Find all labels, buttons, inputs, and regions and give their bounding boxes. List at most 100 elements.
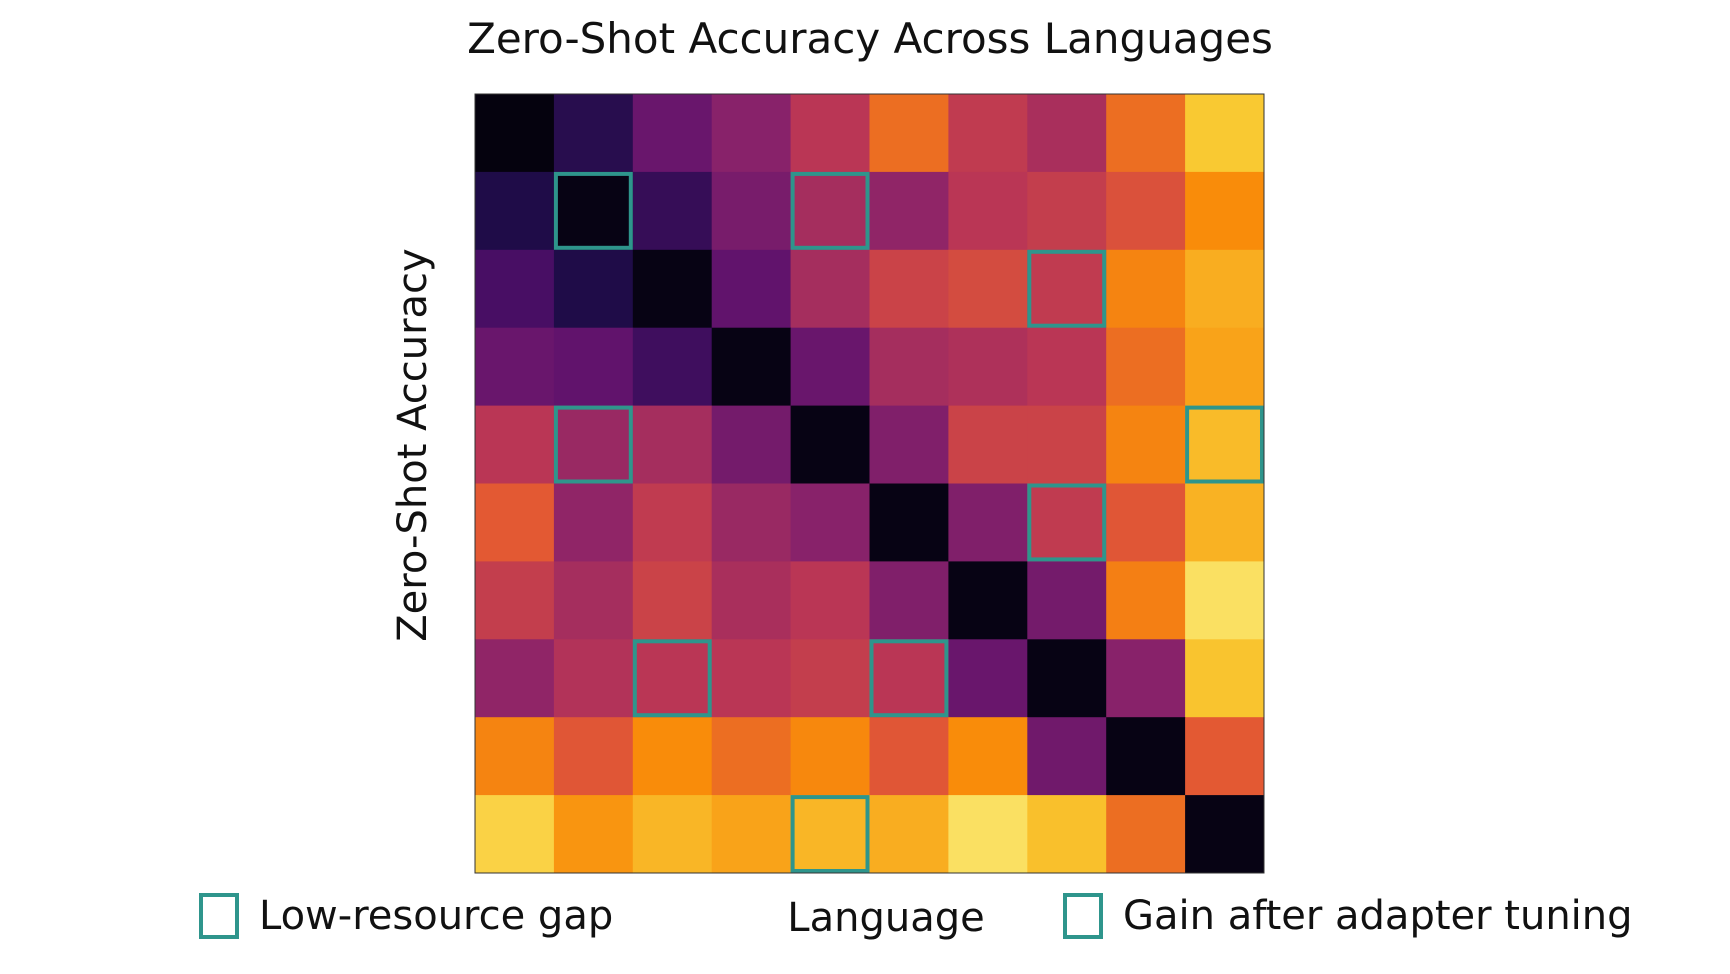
heatmap-cell	[632, 405, 713, 484]
heatmap-cell	[1106, 249, 1186, 329]
heatmap-cell	[1106, 171, 1186, 251]
x-axis-label: Language	[787, 895, 985, 941]
heatmap-cell	[948, 483, 1028, 562]
heatmap-cell	[1185, 795, 1265, 874]
heatmap-cell	[1027, 171, 1107, 251]
highlight-box	[790, 171, 870, 250]
heatmap-cell	[948, 171, 1028, 251]
legend-label: Low-resource gap	[259, 893, 614, 939]
highlight-box	[1027, 249, 1107, 328]
legend-item-gain-after-adapter: Gain after adapter tuning	[1063, 893, 1633, 939]
highlight-box	[632, 639, 712, 718]
heatmap-cell	[1027, 795, 1107, 874]
heatmap-cell	[1106, 795, 1186, 874]
heatmap-cell	[711, 483, 792, 562]
heatmap-cell	[790, 171, 870, 251]
heatmap-cell	[1027, 249, 1107, 329]
heatmap-cell	[711, 795, 792, 874]
heatmap-cell	[790, 717, 870, 796]
heatmap-cell	[869, 561, 949, 640]
heatmap-cell	[1185, 327, 1265, 407]
heatmap-cell	[475, 795, 555, 874]
heatmap-cell	[1027, 717, 1107, 796]
heatmap-cell	[711, 561, 792, 640]
heatmap-cell	[553, 94, 634, 173]
heatmap-cell	[475, 171, 555, 251]
heatmap-cell	[475, 94, 555, 173]
heatmap-cell	[711, 327, 792, 407]
legend-swatch	[199, 893, 239, 939]
heatmap-cell	[632, 639, 713, 718]
heatmap-cell	[553, 561, 634, 640]
highlight-box	[790, 795, 870, 873]
heatmap-cell	[632, 249, 713, 329]
heatmap-cell	[632, 327, 713, 407]
heatmap-cell	[1185, 94, 1265, 173]
heatmap-cell	[475, 561, 555, 640]
heatmap-cell	[553, 327, 634, 407]
highlight-box	[553, 171, 633, 250]
heatmap-cell	[553, 171, 634, 251]
heatmap-cell	[1185, 639, 1265, 718]
heatmap-cell	[632, 795, 713, 874]
heatmap-cell	[1185, 483, 1265, 562]
heatmap-cell	[711, 171, 792, 251]
highlight-box	[1185, 405, 1264, 484]
heatmap-cell	[790, 249, 870, 329]
heatmap-cell	[948, 327, 1028, 407]
heatmap-cell	[553, 795, 634, 874]
heatmap-cell	[1106, 717, 1186, 796]
heatmap-cell	[948, 795, 1028, 874]
chart-title: Zero-Shot Accuracy Across Languages	[467, 14, 1273, 63]
heatmap-cell	[553, 405, 634, 484]
heatmap-cell	[869, 717, 949, 796]
heatmap-cell	[1185, 171, 1265, 251]
heatmap-cell	[1106, 483, 1186, 562]
heatmap-cell	[790, 795, 870, 874]
heatmap-cell	[1185, 249, 1265, 329]
heatmap-cell	[1106, 327, 1186, 407]
heatmap-cell	[790, 327, 870, 407]
heatmap-cell	[790, 94, 870, 173]
heatmap-cell	[632, 561, 713, 640]
highlight-box	[1027, 483, 1107, 562]
heatmap-cell	[790, 561, 870, 640]
heatmap-cell	[711, 717, 792, 796]
heatmap-cell	[869, 405, 949, 484]
heatmap-cell	[1106, 639, 1186, 718]
heatmap-cell	[475, 249, 555, 329]
heatmap-cell	[790, 639, 870, 718]
heatmap-cell	[1106, 94, 1186, 173]
heatmap-cell	[869, 483, 949, 562]
heatmap-cell	[948, 94, 1028, 173]
legend-label: Gain after adapter tuning	[1123, 893, 1633, 939]
heatmap-cell	[869, 171, 949, 251]
heatmap-cell	[475, 327, 555, 407]
heatmap-cell	[711, 94, 792, 173]
heatmap-cell	[790, 483, 870, 562]
plot-frame	[474, 93, 1265, 874]
heatmap-cell	[1027, 483, 1107, 562]
heatmap-cell	[553, 249, 634, 329]
heatmap-cell	[553, 483, 634, 562]
heatmap-cell	[1106, 561, 1186, 640]
heatmap-cell	[1185, 405, 1265, 484]
heatmap-cell	[711, 639, 792, 718]
heatmap-cell	[948, 717, 1028, 796]
heatmap-cell	[1027, 405, 1107, 484]
legend-item-low-resource-gap: Low-resource gap	[199, 893, 613, 939]
heatmap-cell	[553, 717, 634, 796]
heatmap-cell	[632, 717, 713, 796]
heatmap-cell	[948, 561, 1028, 640]
heatmap-cell	[948, 249, 1028, 329]
legend-swatch	[1063, 893, 1103, 939]
heatmap-cell	[553, 639, 634, 718]
heatmap-cell	[869, 639, 949, 718]
heatmap-cell	[869, 94, 949, 173]
heatmap-cell	[1027, 327, 1107, 407]
heatmap-cell	[632, 171, 713, 251]
heatmap-cell	[1185, 717, 1265, 796]
heatmap-cell	[869, 249, 949, 329]
heatmap-cell	[632, 94, 713, 173]
